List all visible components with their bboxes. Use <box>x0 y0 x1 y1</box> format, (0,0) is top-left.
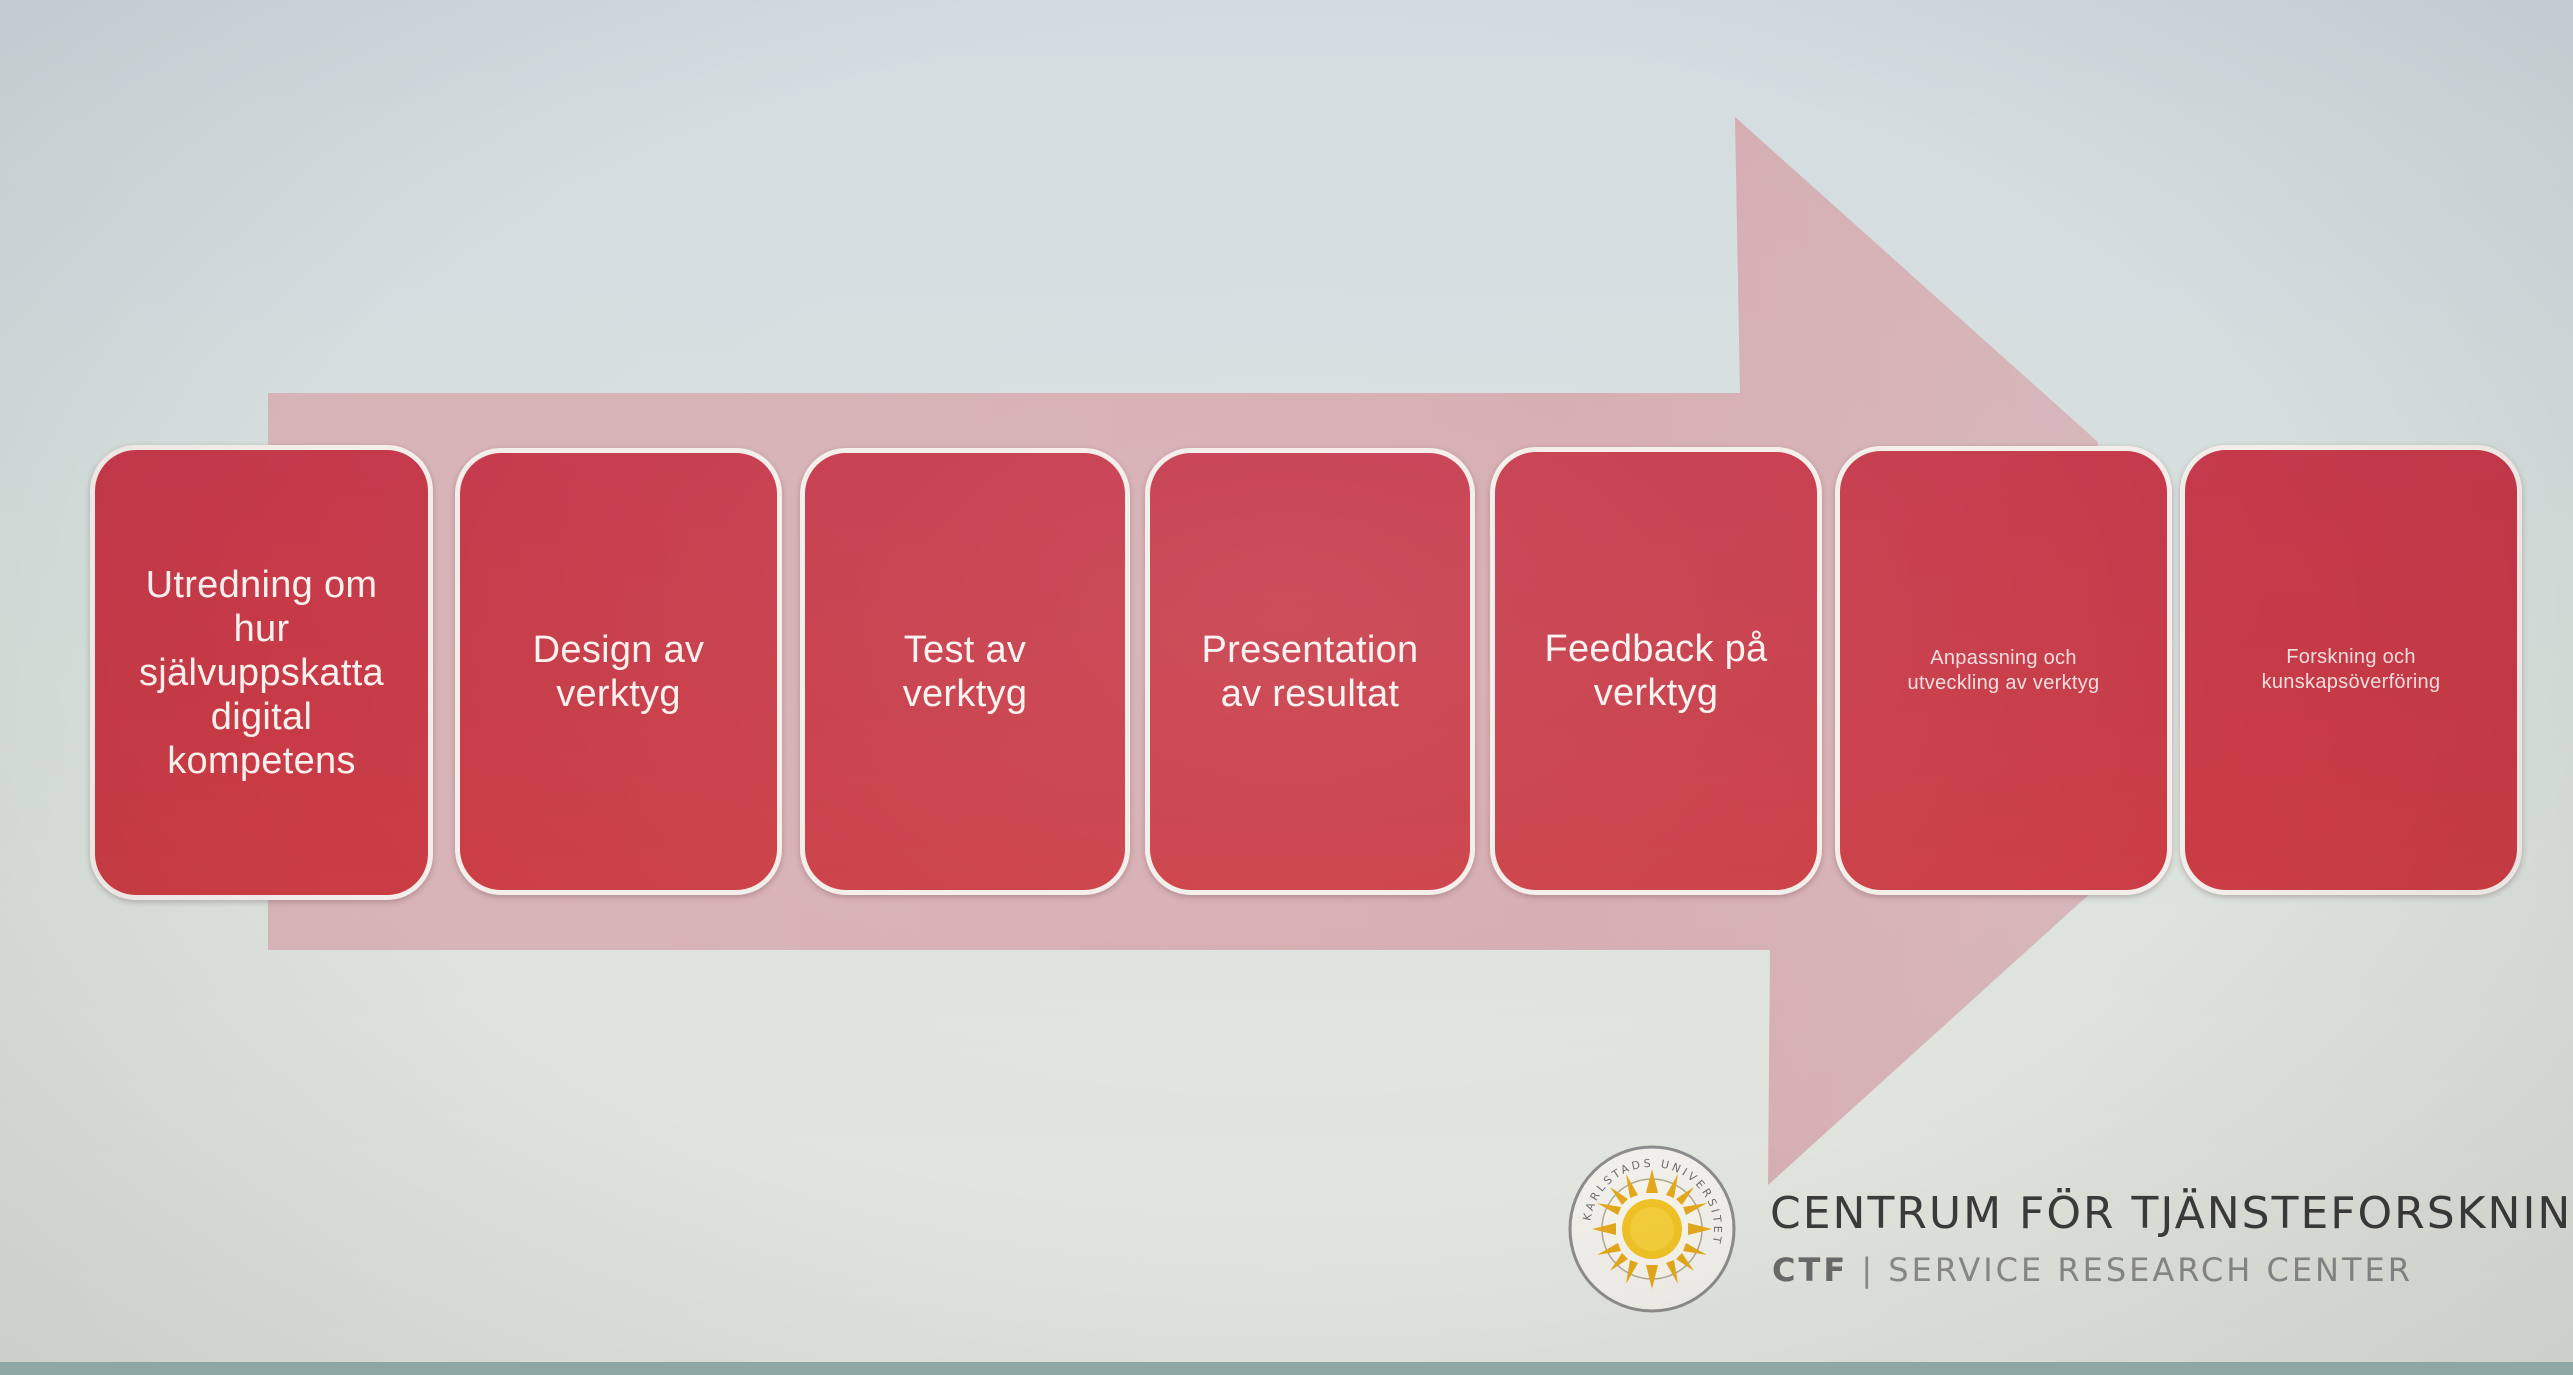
step-4: Presentation av resultat <box>1145 448 1475 895</box>
university-seal-logo: KARLSTADS UNIVERSITET <box>1568 1145 1736 1313</box>
brand-subtitle: CTF | SERVICE RESEARCH CENTER <box>1772 1251 2413 1289</box>
step-4-label: Presentation av resultat <box>1201 628 1419 715</box>
step-1-label: Utredning om hur självuppskatta digital … <box>138 563 384 782</box>
brand-subtitle-text: SERVICE RESEARCH CENTER <box>1888 1251 2413 1289</box>
step-6: Anpassning och utveckling av verktyg <box>1835 446 2172 895</box>
step-5: Feedback på verktyg <box>1490 447 1822 895</box>
step-3-label: Test av verktyg <box>902 628 1028 715</box>
step-2-label: Design av verktyg <box>532 628 705 715</box>
bottom-edge <box>0 1362 2573 1375</box>
step-1: Utredning om hur självuppskatta digital … <box>90 445 433 900</box>
sun-icon <box>1592 1169 1712 1289</box>
step-6-label: Anpassning och utveckling av verktyg <box>1907 646 2100 694</box>
brand-title: CENTRUM FÖR TJÄNSTEFORSKNIN <box>1770 1188 2573 1239</box>
step-3: Test av verktyg <box>800 448 1130 895</box>
step-5-label: Feedback på verktyg <box>1544 628 1768 714</box>
step-2: Design av verktyg <box>455 448 782 895</box>
brand-separator: | <box>1861 1251 1876 1289</box>
step-7-label: Forskning och kunskapsöverföring <box>2261 646 2441 693</box>
step-7: Forskning och kunskapsöverföring <box>2180 445 2522 895</box>
brand-abbreviation: CTF <box>1772 1251 1849 1289</box>
